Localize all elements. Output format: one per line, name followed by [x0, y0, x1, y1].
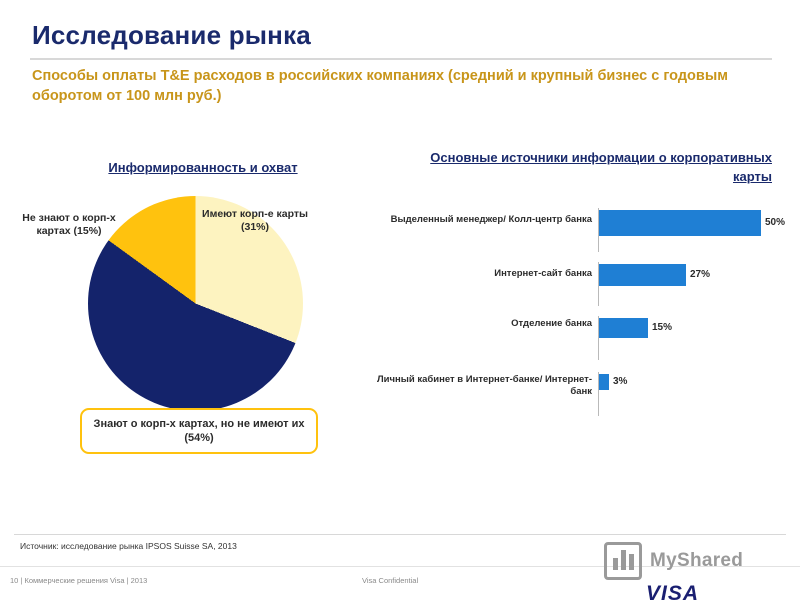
- pie-chart-heading: Информированность и охват: [108, 160, 298, 175]
- footer-divider: [0, 566, 800, 567]
- visa-logo: VISA: [646, 582, 700, 605]
- bar-row: Отделение банка 15%: [370, 316, 780, 362]
- pie-chart: [88, 196, 318, 426]
- myshared-watermark: MyShared: [604, 540, 784, 586]
- page-title: Исследование рынка: [32, 20, 311, 50]
- pie-graphic: [88, 196, 303, 411]
- bar-axis-line: [598, 208, 599, 252]
- bar-value-label: 50%: [765, 217, 786, 228]
- bar-segment: [599, 210, 761, 236]
- bar-row: Интернет-сайт банка 27%: [370, 262, 780, 308]
- bar-value-label: 27%: [690, 269, 711, 280]
- pie-label-have-cards: Имеют корп-е карты (31%): [202, 208, 308, 233]
- bar-category-label: Отделение банка: [511, 318, 592, 329]
- bar-axis-line: [598, 316, 599, 360]
- title-divider: [30, 58, 772, 60]
- bar-segment: [599, 318, 648, 338]
- pie-callout-aware-no-cards: Знают о корп-х картах, но не имеют их (5…: [80, 408, 318, 454]
- bar-row: Личный кабинет в Интернет-банке/ Интерне…: [370, 372, 780, 418]
- bar-value-label: 3%: [613, 376, 628, 387]
- bar-axis-line: [598, 262, 599, 306]
- footer-center-text: Visa Confidential: [362, 576, 419, 585]
- pie-label-not-aware: Не знают о корп-х картах (15%): [22, 212, 116, 237]
- bar-row: Выделенный менеджер/ Колл-центр банка 50%: [370, 208, 785, 254]
- bar-segment: [599, 374, 609, 390]
- myshared-label: MyShared: [650, 550, 744, 571]
- slide-subtitle: Способы оплаты T&E расходов в российских…: [32, 68, 728, 104]
- bar-chart-heading: Основные источники информации о корпорат…: [430, 150, 772, 184]
- bar-value-label: 15%: [652, 322, 673, 333]
- bar-category-label: Интернет-сайт банка: [494, 268, 592, 279]
- source-note: Источник: исследование рынка IPSOS Suiss…: [20, 541, 237, 551]
- bar-chart: Выделенный менеджер/ Колл-центр банка 50%…: [370, 200, 785, 418]
- bar-category-label: Личный кабинет в Интернет-банке/ Интерне…: [376, 374, 592, 397]
- bar-category-label: Выделенный менеджер/ Колл-центр банка: [390, 214, 592, 225]
- bar-segment: [599, 264, 686, 286]
- source-divider: [14, 534, 786, 535]
- chart-icon: [604, 542, 642, 580]
- footer-left-text: 10 | Коммерческие решения Visa | 2013: [10, 576, 148, 585]
- bar-axis-line: [598, 372, 599, 416]
